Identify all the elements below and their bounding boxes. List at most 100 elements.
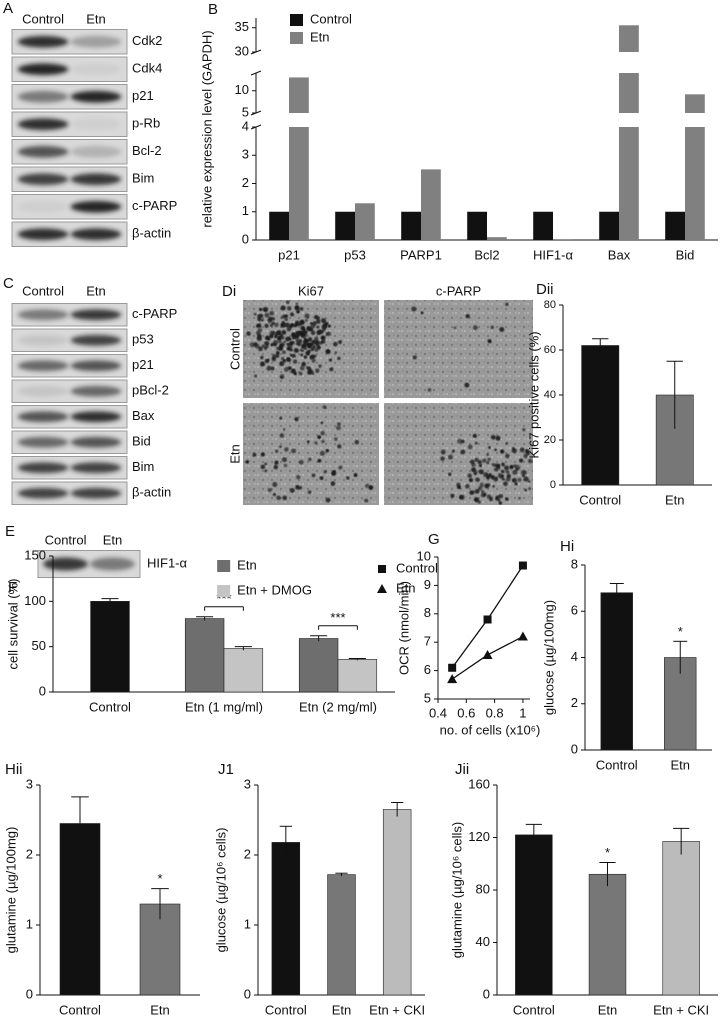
legend-label: Etn <box>396 580 416 595</box>
blot-strip <box>11 354 128 378</box>
nucleus <box>468 478 474 483</box>
nucleus <box>264 358 270 364</box>
nucleus <box>285 314 289 318</box>
nucleus <box>501 462 505 467</box>
micrograph <box>384 300 533 398</box>
nucleus <box>333 341 338 347</box>
band-label: Cdk2 <box>132 33 162 48</box>
nucleus <box>486 461 490 465</box>
y-tick-label: 1 <box>26 916 33 931</box>
x-tick-label: Etn <box>332 1002 352 1017</box>
nucleus <box>294 417 299 422</box>
nucleus <box>320 421 324 425</box>
y-axis-label: glucose (µg/10⁶ cells) <box>213 828 228 953</box>
y-axis-label: relative expression level (GAPDH) <box>199 30 214 227</box>
blot-band <box>70 63 122 76</box>
nucleus <box>282 428 286 431</box>
blot-band <box>17 487 69 499</box>
row-label: Etn <box>227 444 242 464</box>
nucleus <box>275 449 279 453</box>
nucleus <box>525 449 530 454</box>
x-tick-label: Control <box>59 1002 101 1017</box>
nucleus <box>300 353 304 357</box>
nucleus <box>306 440 310 444</box>
nucleus <box>527 458 533 464</box>
nucleus <box>260 452 265 457</box>
nucleus <box>293 348 299 353</box>
nucleus <box>299 332 303 336</box>
x-tick-label: 0.8 <box>486 705 504 720</box>
x-tick-label: Etn + CKI <box>653 1002 709 1017</box>
column-label: Ki67 <box>298 283 324 298</box>
blot-band <box>70 334 122 346</box>
y-tick-label: 8 <box>424 605 431 620</box>
blot-strip <box>11 481 128 505</box>
y-tick-label: 2 <box>244 846 251 861</box>
nucleus <box>311 473 316 478</box>
nucleus <box>286 306 292 311</box>
nucleus <box>320 430 325 436</box>
x-tick-label: Etn (2 mg/ml) <box>299 699 377 714</box>
blot-band <box>70 35 122 48</box>
nucleus <box>282 495 288 501</box>
nucleus <box>316 319 321 324</box>
nucleus <box>294 334 300 339</box>
x-tick-label: 1 <box>519 705 526 720</box>
nucleus <box>474 457 479 462</box>
nucleus <box>281 457 287 463</box>
nucleus <box>307 457 312 462</box>
legend-label: Etn <box>237 557 257 572</box>
nucleus <box>279 361 285 367</box>
nucleus <box>503 481 508 487</box>
nucleus <box>337 422 341 426</box>
nucleus <box>255 330 261 336</box>
nucleus <box>273 339 279 345</box>
band-label: pBcl-2 <box>132 383 169 398</box>
nucleus <box>501 470 505 474</box>
nucleus <box>305 318 309 322</box>
nucleus <box>494 448 497 452</box>
marker <box>378 565 386 573</box>
nucleus <box>506 477 511 482</box>
nucleus <box>313 336 319 342</box>
nucleus <box>280 375 284 379</box>
blot-band <box>70 462 122 474</box>
blot-band <box>17 173 69 186</box>
nucleus <box>465 314 470 319</box>
legend-swatch <box>290 14 303 26</box>
band-label: Bax <box>132 408 155 423</box>
band-label: β-actin <box>132 485 171 500</box>
lane-label: Etn <box>103 532 123 547</box>
nucleus <box>354 439 360 445</box>
y-tick-label: 0 <box>26 986 33 1001</box>
nucleus <box>326 331 332 337</box>
nucleus <box>279 333 284 338</box>
nucleus <box>284 322 290 328</box>
panel-label: B <box>208 1 218 18</box>
nucleus <box>504 465 510 471</box>
nucleus <box>448 472 452 477</box>
nucleus <box>420 311 424 315</box>
legend-label: Control <box>310 11 352 26</box>
nucleus <box>480 492 486 498</box>
band-label: c-PARP <box>132 306 177 321</box>
bar <box>298 638 339 693</box>
x-tick-label: Etn <box>598 1002 618 1017</box>
nucleus <box>471 462 476 468</box>
nucleus <box>346 476 350 480</box>
nucleus <box>513 464 517 468</box>
bar <box>337 659 378 693</box>
nucleus <box>285 300 290 304</box>
y-tick-label: 20 <box>544 434 556 446</box>
blot-strip <box>11 405 128 429</box>
lane-label: Etn <box>86 283 106 298</box>
nucleus <box>490 434 496 440</box>
panel-label: G <box>428 531 440 548</box>
nucleus <box>518 496 521 500</box>
bar <box>685 94 705 113</box>
nucleus <box>301 361 306 367</box>
bar <box>289 127 309 240</box>
nucleus <box>316 325 320 329</box>
nucleus <box>300 325 305 331</box>
nucleus <box>310 323 316 329</box>
